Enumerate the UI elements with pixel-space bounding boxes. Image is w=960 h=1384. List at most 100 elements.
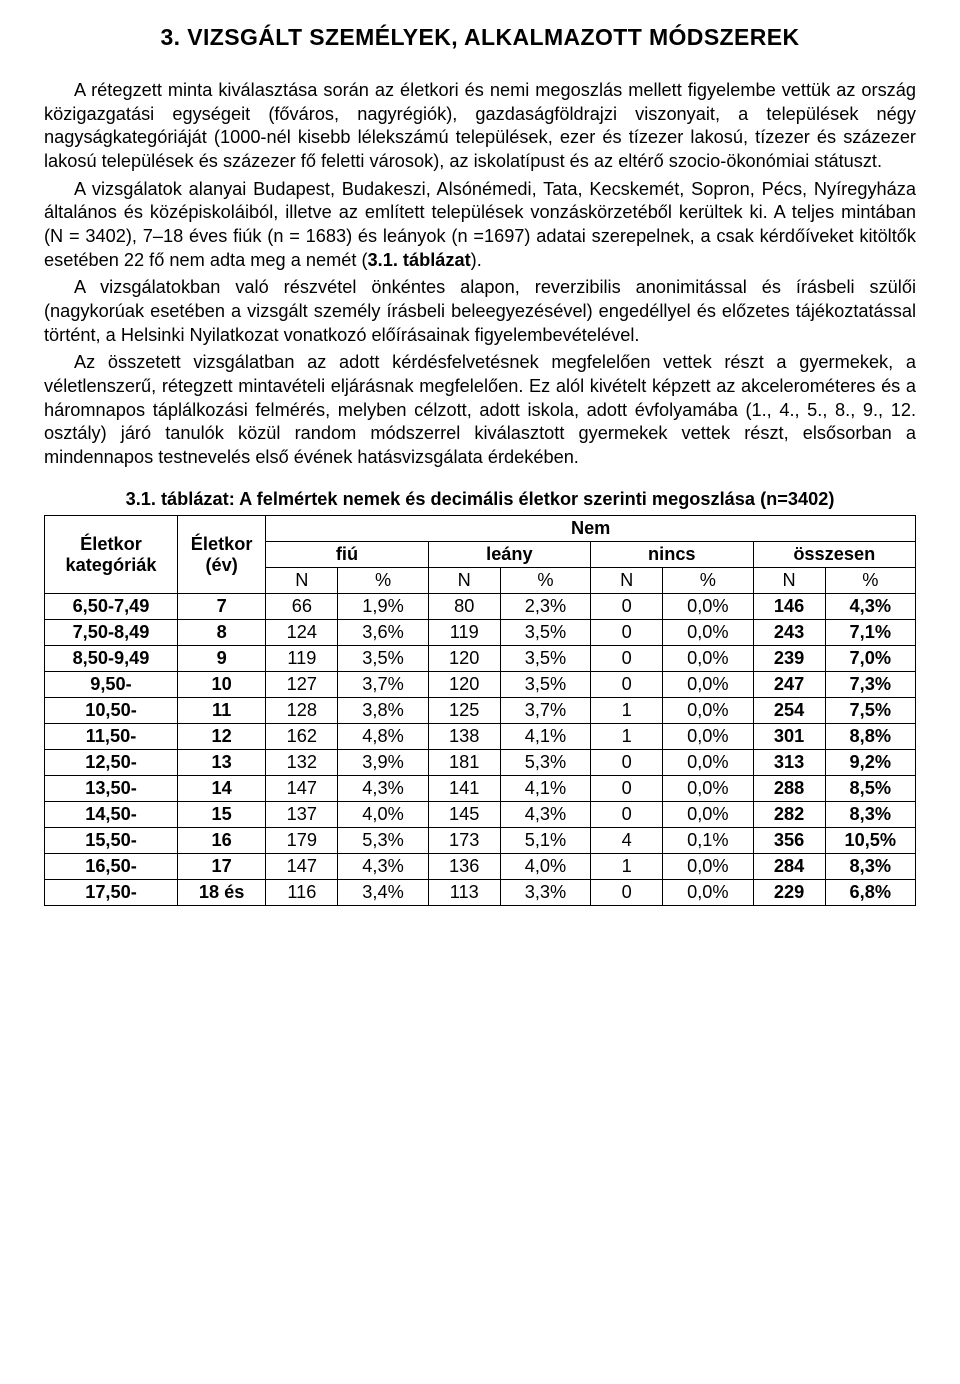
table-cell: 3,5% (500, 620, 590, 646)
col-boy-pct: % (338, 568, 428, 594)
table-cell: 243 (753, 620, 825, 646)
table-cell: 10 (177, 672, 265, 698)
table-cell: 3,7% (500, 698, 590, 724)
table-cell: 132 (266, 750, 338, 776)
table-cell: 0,0% (663, 698, 753, 724)
table-cell: 120 (428, 646, 500, 672)
table-cell: 0 (591, 776, 663, 802)
table-cell: 0,0% (663, 646, 753, 672)
table-cell: 1,9% (338, 594, 428, 620)
table-cell: 2,3% (500, 594, 590, 620)
table-cell: 127 (266, 672, 338, 698)
table-cell: 6,8% (825, 880, 915, 906)
table-cell: 5,1% (500, 828, 590, 854)
col-none-pct: % (663, 568, 753, 594)
table-cell: 16,50- (45, 854, 178, 880)
table-cell: 7,5% (825, 698, 915, 724)
table-cell: 8,50-9,49 (45, 646, 178, 672)
table-cell: 5,3% (500, 750, 590, 776)
table-cell: 8 (177, 620, 265, 646)
table-cell: 11,50- (45, 724, 178, 750)
table-cell: 4,3% (338, 776, 428, 802)
table-cell: 3,8% (338, 698, 428, 724)
table-cell: 0 (591, 646, 663, 672)
table-cell: 4,3% (825, 594, 915, 620)
table-cell: 6,50-7,49 (45, 594, 178, 620)
table-cell: 10,50- (45, 698, 178, 724)
table-cell: 0,1% (663, 828, 753, 854)
paragraph-2: A vizsgálatokban való részvétel önkéntes… (44, 276, 916, 347)
table-row: 12,50-131323,9%1815,3%00,0%3139,2% (45, 750, 916, 776)
table-cell: 3,7% (338, 672, 428, 698)
col-boy-n: N (266, 568, 338, 594)
table-cell: 4,0% (338, 802, 428, 828)
table-cell: 0,0% (663, 880, 753, 906)
table-cell: 1 (591, 724, 663, 750)
table-cell: 8,3% (825, 802, 915, 828)
table-cell: 313 (753, 750, 825, 776)
table-cell: 0 (591, 880, 663, 906)
col-girl-n: N (428, 568, 500, 594)
table-cell: 229 (753, 880, 825, 906)
table-row: 14,50-151374,0%1454,3%00,0%2828,3% (45, 802, 916, 828)
table-cell: 181 (428, 750, 500, 776)
table-cell: 125 (428, 698, 500, 724)
table-header-row-1: Életkor kategóriák Életkor (év) Nem (45, 516, 916, 542)
table-cell: 8,3% (825, 854, 915, 880)
table-cell: 0,0% (663, 594, 753, 620)
table-title: 3.1. táblázat: A felmértek nemek és deci… (44, 488, 916, 512)
paragraph-1b: A vizsgálatok alanyai Budapest, Budakesz… (44, 178, 916, 273)
table-cell: 8,5% (825, 776, 915, 802)
table-reference: 3.1. táblázat (368, 250, 471, 270)
table-row: 6,50-7,497661,9%802,3%00,0%1464,3% (45, 594, 916, 620)
table-cell: 147 (266, 776, 338, 802)
table-cell: 0 (591, 750, 663, 776)
table-cell: 11 (177, 698, 265, 724)
table-cell: 0,0% (663, 802, 753, 828)
table-cell: 7 (177, 594, 265, 620)
table-cell: 9,50- (45, 672, 178, 698)
table-head: Életkor kategóriák Életkor (év) Nem fiú … (45, 516, 916, 594)
table-cell: 12,50- (45, 750, 178, 776)
table-cell: 8,8% (825, 724, 915, 750)
table-cell: 14 (177, 776, 265, 802)
table-cell: 173 (428, 828, 500, 854)
table-row: 11,50-121624,8%1384,1%10,0%3018,8% (45, 724, 916, 750)
table-cell: 16 (177, 828, 265, 854)
table-cell: 4,3% (338, 854, 428, 880)
table-cell: 301 (753, 724, 825, 750)
table-cell: 282 (753, 802, 825, 828)
col-girl: leány (428, 542, 590, 568)
col-gender-group: Nem (266, 516, 916, 542)
col-none-n: N (591, 568, 663, 594)
table-body: 6,50-7,497661,9%802,3%00,0%1464,3%7,50-8… (45, 594, 916, 906)
table-cell: 12 (177, 724, 265, 750)
table-cell: 124 (266, 620, 338, 646)
paragraph-3: Az összetett vizsgálatban az adott kérdé… (44, 351, 916, 469)
table-cell: 4,1% (500, 724, 590, 750)
paragraph-1a: A rétegzett minta kiválasztása során az … (44, 79, 916, 174)
table-cell: 247 (753, 672, 825, 698)
table-row: 7,50-8,4981243,6%1193,5%00,0%2437,1% (45, 620, 916, 646)
table-cell: 0 (591, 802, 663, 828)
table-cell: 138 (428, 724, 500, 750)
col-none: nincs (591, 542, 753, 568)
table-cell: 141 (428, 776, 500, 802)
table-row: 13,50-141474,3%1414,1%00,0%2888,5% (45, 776, 916, 802)
table-cell: 3,5% (500, 672, 590, 698)
col-total-n: N (753, 568, 825, 594)
table-cell: 0,0% (663, 724, 753, 750)
table-cell: 66 (266, 594, 338, 620)
col-boy: fiú (266, 542, 428, 568)
table-cell: 80 (428, 594, 500, 620)
table-cell: 116 (266, 880, 338, 906)
table-cell: 7,1% (825, 620, 915, 646)
col-total: összesen (753, 542, 915, 568)
table-cell: 147 (266, 854, 338, 880)
table-row: 16,50-171474,3%1364,0%10,0%2848,3% (45, 854, 916, 880)
table-cell: 239 (753, 646, 825, 672)
table-cell: 284 (753, 854, 825, 880)
data-table: Életkor kategóriák Életkor (év) Nem fiú … (44, 515, 916, 906)
table-cell: 3,4% (338, 880, 428, 906)
table-cell: 288 (753, 776, 825, 802)
